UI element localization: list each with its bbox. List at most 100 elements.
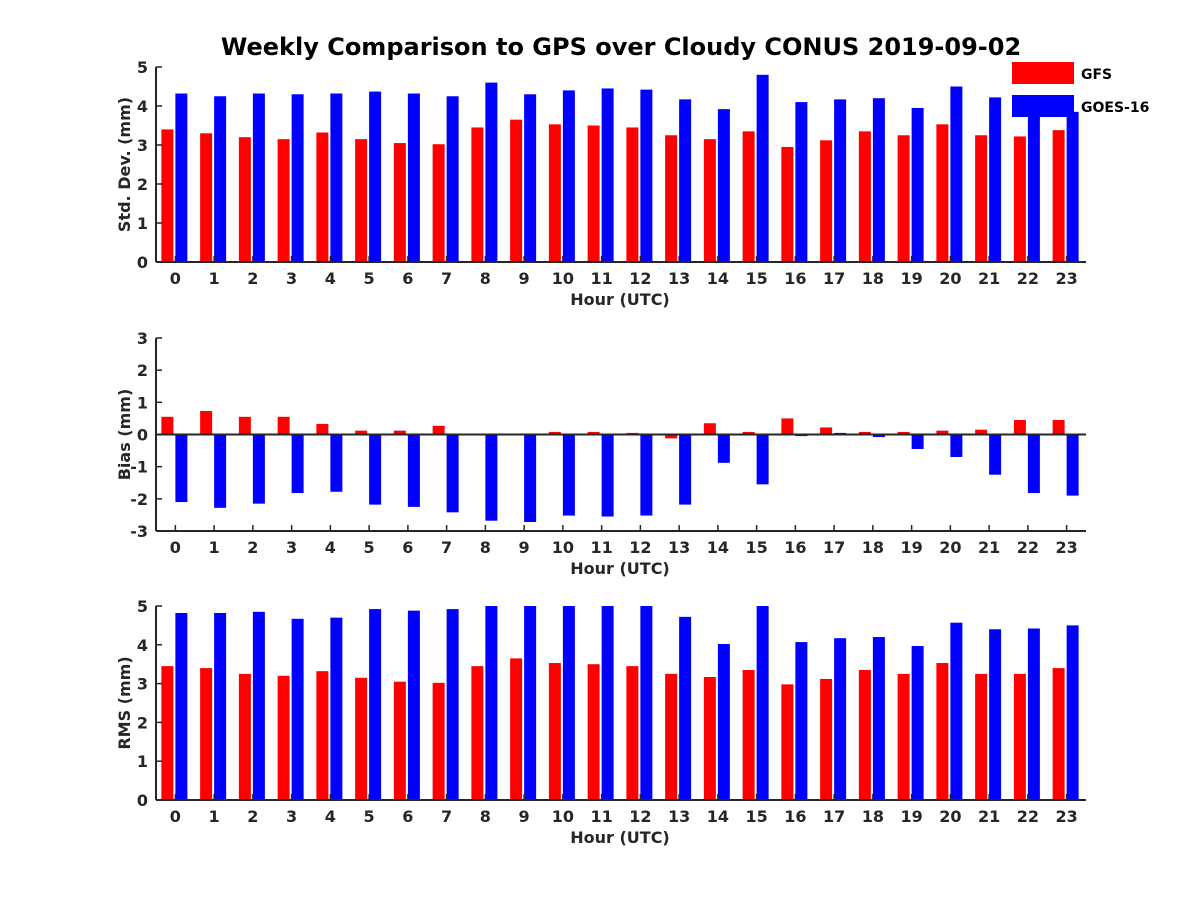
y-tick-label: 2 [137, 175, 148, 194]
bar-goes-16-hour-2 [252, 434, 265, 504]
x-tick-label: 18 [862, 807, 884, 826]
x-tick-label: 5 [364, 807, 375, 826]
bar-goes-16-hour-11 [601, 606, 614, 800]
x-tick-label: 20 [939, 269, 961, 288]
chart-title: Weekly Comparison to GPS over Cloudy CON… [221, 33, 1021, 61]
bar-gfs-hour-16 [781, 146, 794, 262]
bar-goes-16-hour-9 [524, 434, 537, 522]
x-axis-label: Hour (UTC) [570, 290, 670, 309]
x-tick-label: 12 [629, 269, 651, 288]
x-tick-label: 22 [1017, 538, 1039, 557]
x-tick-label: 22 [1017, 807, 1039, 826]
bar-goes-16-hour-5 [369, 434, 382, 505]
bar-goes-16-hour-23 [1066, 625, 1079, 800]
bar-goes-16-hour-19 [911, 434, 924, 449]
bar-gfs-hour-7 [432, 682, 445, 800]
bar-goes-16-hour-16 [795, 102, 808, 262]
bar-goes-16-hour-0 [175, 612, 188, 800]
bar-gfs-hour-23 [1052, 420, 1065, 435]
x-tick-label: 0 [170, 538, 181, 557]
bar-gfs-hour-10 [548, 124, 561, 262]
x-tick-label: 10 [552, 269, 574, 288]
bar-gfs-hour-8 [471, 666, 484, 800]
bar-goes-16-hour-13 [679, 434, 692, 505]
bar-gfs-hour-17 [820, 140, 833, 262]
bar-goes-16-hour-23 [1066, 111, 1079, 262]
bar-goes-16-hour-1 [214, 612, 227, 800]
x-tick-label: 20 [939, 538, 961, 557]
x-tick-label: 14 [707, 538, 729, 557]
bar-gfs-hour-0 [161, 666, 174, 800]
x-tick-label: 0 [170, 269, 181, 288]
bar-gfs-hour-15 [742, 131, 755, 262]
x-tick-label: 13 [668, 538, 690, 557]
bar-gfs-hour-2 [238, 416, 251, 435]
x-tick-label: 10 [552, 807, 574, 826]
y-tick-label: 0 [137, 253, 148, 272]
x-tick-label: 4 [325, 538, 336, 557]
bar-goes-16-hour-8 [485, 606, 498, 800]
bar-gfs-hour-10 [548, 663, 561, 800]
bar-gfs-hour-11 [587, 125, 600, 262]
bar-goes-16-hour-4 [330, 93, 343, 263]
y-axis-label: Bias (mm) [115, 389, 134, 481]
x-tick-label: 11 [590, 538, 612, 557]
x-tick-label: 23 [1055, 538, 1077, 557]
bar-goes-16-hour-9 [524, 606, 537, 800]
y-tick-label: 5 [137, 58, 148, 77]
bar-goes-16-hour-0 [175, 93, 188, 263]
legend: GFS GOES-16 [1012, 62, 1149, 117]
x-tick-label: 19 [900, 807, 922, 826]
x-tick-label: 0 [170, 807, 181, 826]
bar-gfs-hour-12 [626, 666, 639, 800]
x-tick-label: 6 [402, 807, 413, 826]
bar-goes-16-hour-3 [291, 94, 304, 262]
bar-goes-16-hour-15 [756, 434, 769, 485]
bar-gfs-hour-6 [393, 143, 406, 262]
bar-gfs-hour-19 [897, 135, 910, 262]
y-tick-label: 5 [137, 597, 148, 616]
x-tick-label: 14 [707, 807, 729, 826]
bar-gfs-hour-2 [238, 673, 251, 800]
bar-gfs-hour-3 [277, 416, 290, 435]
bar-gfs-hour-14 [703, 139, 716, 262]
bar-gfs-hour-17 [820, 427, 833, 435]
bar-goes-16-hour-7 [446, 609, 459, 800]
x-tick-label: 20 [939, 807, 961, 826]
bar-gfs-hour-6 [393, 430, 406, 435]
bar-goes-16-hour-20 [950, 434, 963, 458]
x-tick-label: 7 [441, 807, 452, 826]
bar-goes-16-hour-10 [562, 90, 575, 263]
x-tick-label: 15 [745, 807, 767, 826]
legend-swatch-gfs [1012, 62, 1074, 84]
bar-goes-16-hour-19 [911, 645, 924, 800]
bar-gfs-hour-8 [471, 127, 484, 262]
bar-gfs-hour-15 [742, 431, 755, 435]
x-tick-label: 19 [900, 269, 922, 288]
bar-gfs-hour-9 [510, 658, 523, 800]
bar-gfs-hour-16 [781, 418, 794, 435]
bar-gfs-hour-1 [200, 133, 213, 262]
x-tick-label: 16 [784, 807, 806, 826]
bar-gfs-hour-17 [820, 678, 833, 800]
bar-gfs-hour-13 [665, 673, 678, 800]
bar-gfs-hour-21 [975, 429, 988, 435]
x-tick-label: 1 [209, 269, 220, 288]
y-tick-label: 4 [137, 636, 148, 655]
x-tick-label: 9 [519, 269, 530, 288]
legend-label-gfs: GFS [1081, 67, 1112, 83]
bar-goes-16-hour-1 [214, 434, 227, 508]
bar-goes-16-hour-6 [407, 434, 420, 507]
bar-goes-16-hour-17 [834, 99, 847, 263]
bar-goes-16-hour-3 [291, 618, 304, 800]
x-tick-label: 19 [900, 538, 922, 557]
x-tick-label: 22 [1017, 269, 1039, 288]
bar-goes-16-hour-18 [872, 637, 885, 800]
bar-gfs-hour-4 [316, 423, 329, 435]
bar-gfs-hour-13 [665, 135, 678, 262]
bar-gfs-hour-5 [355, 139, 368, 262]
x-tick-label: 16 [784, 269, 806, 288]
bar-goes-16-hour-13 [679, 616, 692, 800]
x-tick-label: 2 [247, 269, 258, 288]
